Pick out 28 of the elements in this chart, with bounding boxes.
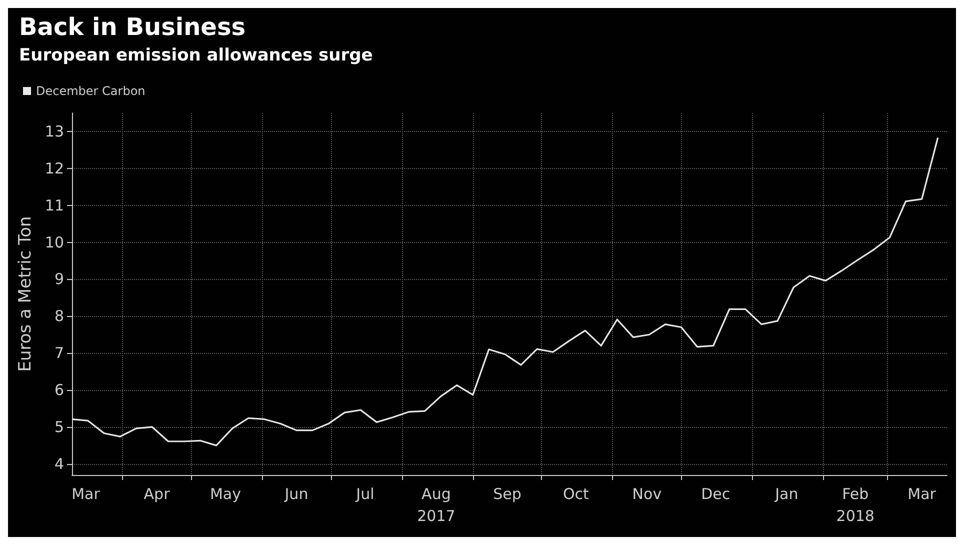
x-tick-label: Jun bbox=[284, 485, 308, 503]
chart-title: Back in Business bbox=[19, 13, 246, 41]
x-tick-label: Aug 2017 bbox=[417, 485, 456, 525]
chart-subtitle: European emission allowances surge bbox=[19, 46, 373, 66]
x-tick-label: Mar bbox=[908, 485, 937, 503]
x-tick-label: Dec bbox=[701, 485, 730, 503]
y-tick-label: 11 bbox=[44, 196, 64, 214]
x-tick-label: Apr bbox=[144, 485, 171, 503]
legend-label: December Carbon bbox=[36, 84, 146, 98]
y-tick-label: 6 bbox=[54, 381, 64, 400]
y-tick-label: 12 bbox=[44, 159, 64, 178]
y-tick-label: 7 bbox=[54, 344, 64, 362]
y-axis-title: Euros a Metric Ton bbox=[16, 216, 36, 372]
x-tick-label: Jan bbox=[774, 485, 798, 503]
y-tick-label: 4 bbox=[54, 454, 64, 473]
x-tick-label: Jul bbox=[355, 485, 374, 503]
x-tick-label: Feb 2018 bbox=[836, 485, 874, 525]
x-tick-label: Oct bbox=[562, 485, 590, 503]
x-tick-label: Nov bbox=[632, 485, 662, 503]
y-tick-label: 9 bbox=[54, 270, 64, 288]
y-tick-label: 13 bbox=[44, 122, 64, 140]
x-tick-label: May bbox=[210, 485, 242, 503]
line-series bbox=[71, 136, 939, 446]
x-tick-label: Mar bbox=[72, 485, 101, 503]
x-tick-label: Sep bbox=[493, 485, 522, 503]
y-tick-label: 5 bbox=[54, 418, 64, 436]
y-tick-label: 8 bbox=[54, 307, 64, 326]
y-tick-label: 10 bbox=[44, 233, 64, 252]
